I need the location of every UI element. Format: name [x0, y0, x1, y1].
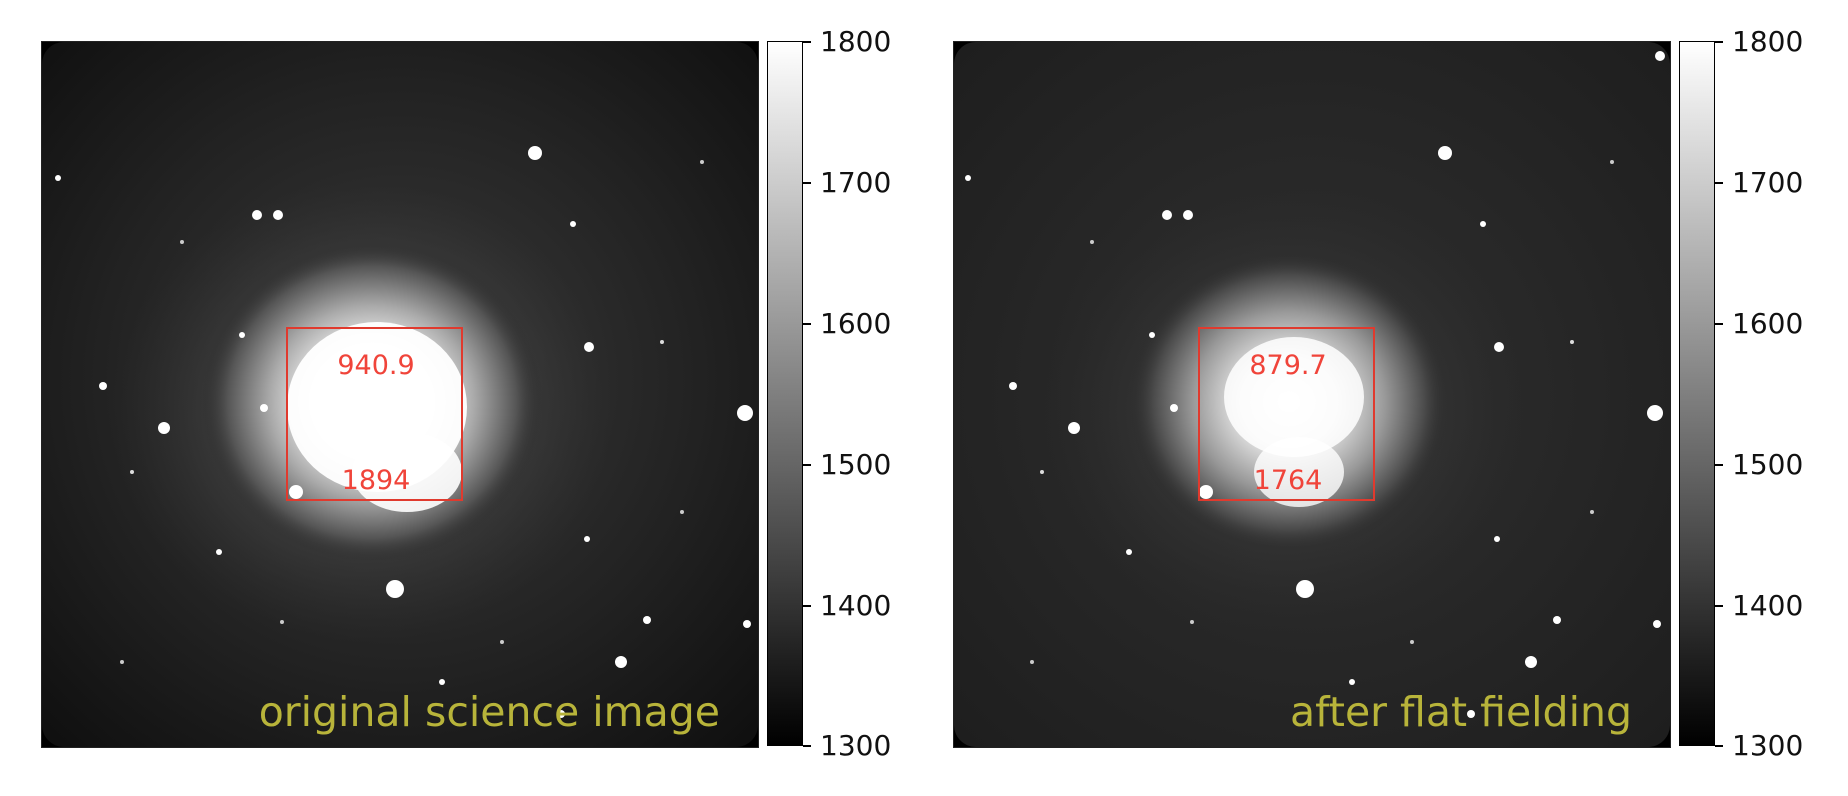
colorbar [767, 41, 803, 746]
colorbar-tick-label: 1400 [820, 589, 892, 622]
colorbar-tick-label: 1500 [1732, 448, 1804, 481]
colorbar-tick [803, 41, 811, 43]
roi-value-bottom: 1894 [341, 465, 411, 496]
panel-flat-fielded: 879.7 1764 after flat fielding 1800 1700… [912, 0, 1812, 796]
colorbar-tick [803, 464, 811, 466]
roi-box [286, 327, 463, 501]
image-caption: original science image [258, 688, 720, 736]
colorbar-tick [1715, 182, 1723, 184]
colorbar-tick-label: 1600 [820, 307, 892, 340]
galaxy-image-flat-fielded: 879.7 1764 after flat fielding [953, 41, 1671, 748]
colorbar-tick [803, 745, 811, 747]
colorbar-tick-label: 1500 [820, 448, 892, 481]
colorbar-tick [1715, 745, 1723, 747]
roi-value-bottom: 1764 [1253, 465, 1323, 496]
image-caption: after flat fielding [1290, 688, 1632, 736]
colorbar-tick-label: 1700 [1732, 166, 1804, 199]
panel-original: 940.9 1894 original science image 1800 1… [0, 0, 900, 796]
roi-box [1198, 327, 1375, 501]
colorbar-tick [1715, 605, 1723, 607]
colorbar-tick [803, 323, 811, 325]
galaxy-image-original: 940.9 1894 original science image [41, 41, 759, 748]
colorbar-tick-label: 1800 [820, 25, 892, 58]
colorbar-tick [1715, 41, 1723, 43]
colorbar-tick-label: 1300 [1732, 729, 1804, 762]
colorbar-tick-label: 1400 [1732, 589, 1804, 622]
colorbar-tick-label: 1700 [820, 166, 892, 199]
colorbar-tick [1715, 323, 1723, 325]
colorbar-tick-label: 1800 [1732, 25, 1804, 58]
roi-value-top: 879.7 [1249, 350, 1327, 381]
roi-value-top: 940.9 [337, 350, 415, 381]
colorbar-tick [803, 605, 811, 607]
colorbar-tick-label: 1600 [1732, 307, 1804, 340]
colorbar-tick-label: 1300 [820, 729, 892, 762]
colorbar [1679, 41, 1715, 746]
colorbar-tick [1715, 464, 1723, 466]
colorbar-tick [803, 182, 811, 184]
